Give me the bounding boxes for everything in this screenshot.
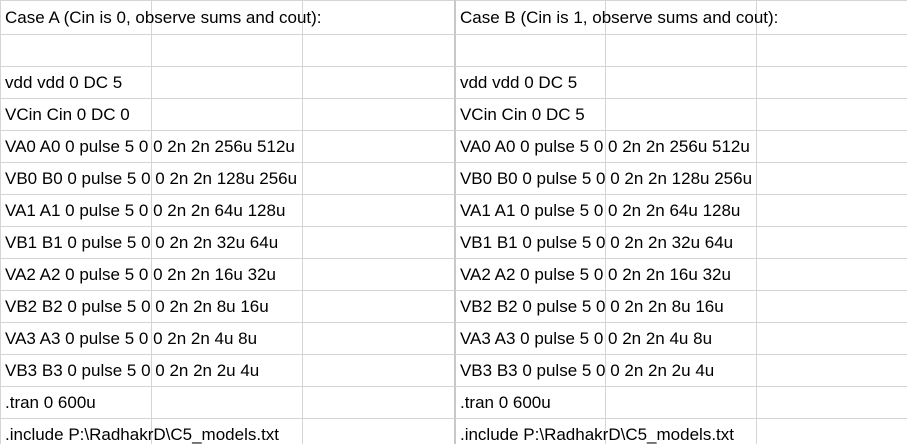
empty-cell[interactable]: [605, 34, 758, 67]
empty-cell[interactable]: [756, 418, 907, 444]
case-b-cell[interactable]: Case B (Cin is 1, observe sums and cout)…: [453, 0, 778, 35]
empty-cell[interactable]: [301, 0, 456, 35]
table-row: Case A (Cin is 0, observe sums and cout)…: [0, 0, 907, 35]
case-b-cell[interactable]: VB3 B3 0 pulse 5 0 0 2n 2n 2u 4u: [453, 354, 714, 387]
table-row: .tran 0 600u .tran 0 600u: [0, 386, 907, 419]
table-row: VA3 A3 0 pulse 5 0 0 2n 2n 4u 8u VA3 A3 0…: [0, 322, 907, 355]
table-row: VA2 A2 0 pulse 5 0 0 2n 2n 16u 32u VA2 A2…: [0, 258, 907, 291]
empty-cell[interactable]: [756, 258, 907, 291]
empty-cell[interactable]: [756, 162, 907, 195]
case-a-cell[interactable]: VA2 A2 0 pulse 5 0 0 2n 2n 16u 32u: [0, 258, 276, 291]
case-a-cell[interactable]: VB2 B2 0 pulse 5 0 0 2n 2n 8u 16u: [0, 290, 269, 323]
table-row: vdd vdd 0 DC 5 vdd vdd 0 DC 5: [0, 66, 907, 99]
empty-cell[interactable]: [605, 386, 758, 419]
empty-cell[interactable]: [756, 130, 907, 163]
empty-cell[interactable]: [150, 194, 303, 227]
case-b-cell[interactable]: vdd vdd 0 DC 5: [453, 66, 607, 99]
table-row: VB2 B2 0 pulse 5 0 0 2n 2n 8u 16u VB2 B2 …: [0, 290, 907, 323]
empty-cell[interactable]: [150, 66, 303, 99]
case-a-cell[interactable]: .include P:\RadhakrD\C5_models.txt: [0, 418, 279, 444]
case-b-cell[interactable]: VB0 B0 0 pulse 5 0 0 2n 2n 128u 256u: [453, 162, 752, 195]
case-b-cell[interactable]: VB2 B2 0 pulse 5 0 0 2n 2n 8u 16u: [453, 290, 724, 323]
empty-cell[interactable]: [150, 98, 303, 131]
empty-cell[interactable]: [150, 418, 303, 444]
case-a-cell[interactable]: vdd vdd 0 DC 5: [0, 66, 152, 99]
case-a-cell[interactable]: VB1 B1 0 pulse 5 0 0 2n 2n 32u 64u: [0, 226, 278, 259]
case-a-cell[interactable]: VA3 A3 0 pulse 5 0 0 2n 2n 4u 8u: [0, 322, 257, 355]
empty-cell[interactable]: [301, 194, 456, 227]
case-a-cell[interactable]: VB3 B3 0 pulse 5 0 0 2n 2n 2u 4u: [0, 354, 259, 387]
table-row: VCin Cin 0 DC 0 VCin Cin 0 DC 5: [0, 98, 907, 131]
empty-cell[interactable]: [150, 258, 303, 291]
empty-cell[interactable]: [301, 130, 456, 163]
empty-cell[interactable]: [150, 130, 303, 163]
case-b-cell[interactable]: .tran 0 600u: [453, 386, 607, 419]
empty-cell[interactable]: [756, 226, 907, 259]
empty-cell[interactable]: [605, 322, 758, 355]
empty-cell[interactable]: [756, 290, 907, 323]
empty-cell[interactable]: [605, 418, 758, 444]
empty-cell[interactable]: [150, 226, 303, 259]
empty-cell[interactable]: [301, 418, 456, 444]
case-a-cell[interactable]: [0, 34, 152, 67]
case-a-cell[interactable]: VB0 B0 0 pulse 5 0 0 2n 2n 128u 256u: [0, 162, 297, 195]
case-b-cell[interactable]: VCin Cin 0 DC 5: [453, 98, 607, 131]
empty-cell[interactable]: [301, 162, 456, 195]
case-b-cell[interactable]: [453, 34, 607, 67]
empty-cell[interactable]: [150, 34, 303, 67]
case-a-cell[interactable]: VA0 A0 0 pulse 5 0 0 2n 2n 256u 512u: [0, 130, 295, 163]
empty-cell[interactable]: [756, 98, 907, 131]
empty-cell[interactable]: [301, 290, 456, 323]
empty-cell[interactable]: [301, 66, 456, 99]
table-row: VB0 B0 0 pulse 5 0 0 2n 2n 128u 256u VB0 …: [0, 162, 907, 195]
empty-cell[interactable]: [605, 66, 758, 99]
empty-cell[interactable]: [756, 354, 907, 387]
case-b-cell[interactable]: VB1 B1 0 pulse 5 0 0 2n 2n 32u 64u: [453, 226, 733, 259]
empty-cell[interactable]: [605, 162, 758, 195]
case-a-cell[interactable]: VA1 A1 0 pulse 5 0 0 2n 2n 64u 128u: [0, 194, 285, 227]
empty-cell[interactable]: [301, 98, 456, 131]
case-b-cell[interactable]: VA3 A3 0 pulse 5 0 0 2n 2n 4u 8u: [453, 322, 712, 355]
empty-cell[interactable]: [301, 386, 456, 419]
empty-cell[interactable]: [605, 258, 758, 291]
case-b-cell[interactable]: VA2 A2 0 pulse 5 0 0 2n 2n 16u 32u: [453, 258, 731, 291]
empty-cell[interactable]: [756, 386, 907, 419]
case-b-cell[interactable]: VA1 A1 0 pulse 5 0 0 2n 2n 64u 128u: [453, 194, 740, 227]
empty-cell[interactable]: [301, 322, 456, 355]
case-a-cell[interactable]: Case A (Cin is 0, observe sums and cout)…: [0, 0, 322, 35]
table-row: [0, 34, 907, 67]
case-b-cell[interactable]: .include P:\RadhakrD\C5_models.txt: [453, 418, 734, 444]
case-a-cell[interactable]: .tran 0 600u: [0, 386, 152, 419]
table-row: VB3 B3 0 pulse 5 0 0 2n 2n 2u 4u VB3 B3 0…: [0, 354, 907, 387]
table-row: .include P:\RadhakrD\C5_models.txt .inclu…: [0, 418, 907, 444]
empty-cell[interactable]: [301, 258, 456, 291]
empty-cell[interactable]: [756, 34, 907, 67]
table-row: VA0 A0 0 pulse 5 0 0 2n 2n 256u 512u VA0 …: [0, 130, 907, 163]
empty-cell[interactable]: [605, 98, 758, 131]
empty-cell[interactable]: [150, 386, 303, 419]
empty-cell[interactable]: [756, 322, 907, 355]
empty-cell[interactable]: [301, 354, 456, 387]
empty-cell[interactable]: [756, 66, 907, 99]
empty-cell[interactable]: [756, 194, 907, 227]
empty-cell[interactable]: [150, 290, 303, 323]
empty-cell[interactable]: [756, 0, 907, 35]
empty-cell[interactable]: [301, 34, 456, 67]
empty-cell[interactable]: [605, 290, 758, 323]
table-row: VB1 B1 0 pulse 5 0 0 2n 2n 32u 64u VB1 B1…: [0, 226, 907, 259]
case-a-cell[interactable]: VCin Cin 0 DC 0: [0, 98, 152, 131]
empty-cell[interactable]: [301, 226, 456, 259]
table-row: VA1 A1 0 pulse 5 0 0 2n 2n 64u 128u VA1 A…: [0, 194, 907, 227]
case-b-cell[interactable]: VA0 A0 0 pulse 5 0 0 2n 2n 256u 512u: [453, 130, 750, 163]
